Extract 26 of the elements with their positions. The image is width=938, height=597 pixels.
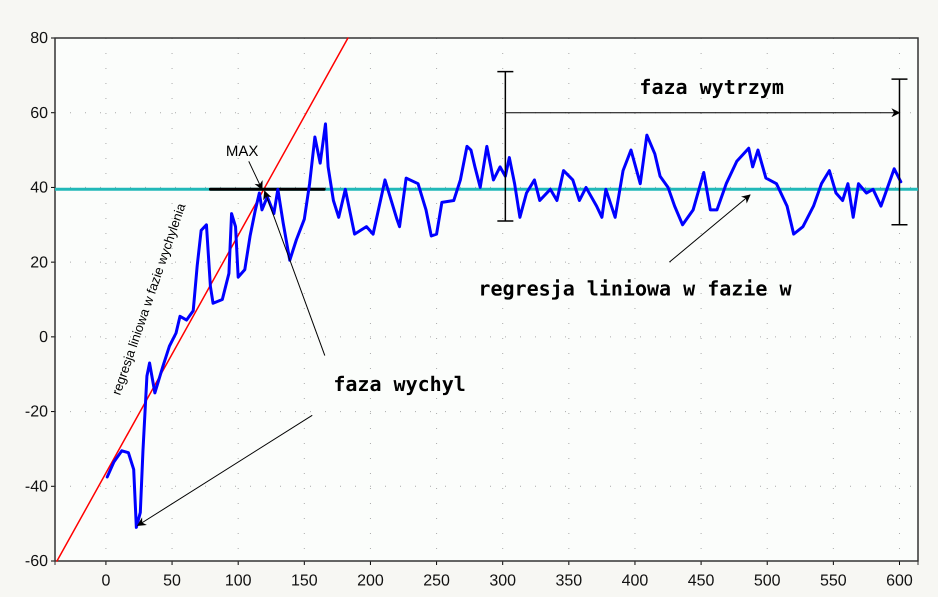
y-tick-label: -40 — [24, 478, 48, 496]
x-tick-label: 450 — [688, 572, 715, 590]
y-tick-label: 80 — [30, 30, 48, 48]
x-tick-label: 200 — [357, 572, 384, 590]
x-tick-label: 600 — [886, 572, 913, 590]
x-tick-label: 500 — [754, 572, 781, 590]
annotation: MAX — [226, 142, 258, 160]
x-tick-label: 350 — [555, 572, 582, 590]
x-tick-label: 550 — [820, 572, 847, 590]
y-tick-label: 0 — [39, 328, 48, 346]
annotation: regresja liniowa w fazie w — [478, 276, 792, 301]
x-tick-label: 150 — [290, 572, 318, 590]
annotation: faza wychyl — [333, 372, 466, 396]
y-tick-label: 20 — [30, 254, 48, 272]
x-tick-label: 400 — [622, 572, 648, 590]
x-tick-label: 300 — [489, 572, 516, 590]
y-tick-label: 60 — [30, 104, 48, 122]
x-tick-label: 0 — [101, 572, 110, 590]
y-tick-label: -20 — [24, 404, 48, 421]
annotation: faza wytrzym — [639, 74, 784, 99]
y-tick-label: 40 — [30, 180, 48, 197]
x-tick-label: 50 — [163, 572, 182, 590]
y-tick-label: -60 — [24, 553, 48, 570]
line-series — [106, 122, 902, 529]
x-tick-label: 250 — [423, 572, 450, 590]
x-tick-label: 100 — [224, 572, 252, 590]
